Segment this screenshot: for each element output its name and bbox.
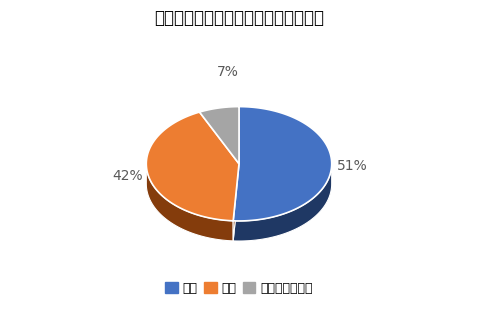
- Polygon shape: [233, 164, 239, 241]
- Text: 7%: 7%: [217, 65, 239, 79]
- Polygon shape: [233, 107, 332, 221]
- Polygon shape: [233, 163, 332, 241]
- Text: 51%: 51%: [337, 159, 368, 173]
- Legend: 満足, 不満, どちらでもない: 満足, 不満, どちらでもない: [160, 277, 318, 300]
- Text: 42%: 42%: [113, 169, 143, 184]
- Polygon shape: [146, 164, 233, 241]
- Polygon shape: [199, 107, 239, 164]
- Polygon shape: [233, 164, 239, 241]
- Text: ルーミーのエクステリアの満足度調査: ルーミーのエクステリアの満足度調査: [154, 9, 324, 27]
- Polygon shape: [146, 112, 239, 221]
- Ellipse shape: [146, 127, 332, 241]
